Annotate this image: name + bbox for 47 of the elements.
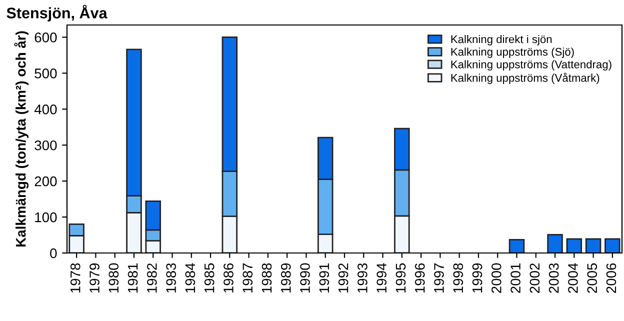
x-tick-label: 1999 — [472, 263, 482, 293]
y-tick-label: 200 — [34, 176, 57, 186]
x-tick-label: 1988 — [262, 263, 272, 293]
x-tick-label: 2001 — [510, 263, 520, 293]
x-tick-label: 2006 — [606, 263, 616, 293]
bar — [604, 238, 620, 253]
x-tick-label: 1994 — [376, 263, 387, 293]
x-tick-label: 1998 — [453, 263, 464, 293]
x-tick-label: 1987 — [242, 263, 253, 293]
x-tick-label: 1991 — [319, 263, 330, 293]
x-tick-label: 2000 — [491, 263, 502, 293]
x-tick-label: 1997 — [434, 263, 444, 293]
x-tick-label: 1986 — [224, 263, 234, 293]
bar — [566, 238, 582, 253]
x-tick-label: 2005 — [587, 263, 598, 293]
x-tick-label: 1996 — [414, 263, 425, 293]
y-tick-label: 0 — [50, 248, 57, 258]
x-tick-label: 1983 — [166, 263, 176, 293]
x-tick-label: 1980 — [108, 263, 119, 293]
x-tick-label: 1993 — [358, 263, 368, 293]
y-tick-label: 500 — [34, 68, 57, 78]
chart-title: Stensjön, Åva — [6, 4, 108, 22]
x-tick-label: 1982 — [147, 263, 157, 293]
x-tick-label: 1992 — [338, 263, 348, 293]
x-tick-label: 1990 — [300, 263, 310, 293]
bar — [585, 238, 602, 253]
y-tick-label: 400 — [34, 104, 57, 114]
x-tick-label: 2004 — [568, 263, 578, 293]
y-tick-label: 600 — [34, 32, 57, 42]
legend-label: Kalkning direkt i sjön — [451, 35, 552, 46]
bar — [508, 239, 525, 253]
x-tick-label: 1985 — [204, 263, 214, 293]
legend-label: Kalkning uppströms (Våtmark) — [451, 72, 600, 84]
bar — [547, 234, 563, 253]
x-tick-label: 1979 — [90, 263, 100, 293]
legend-label: Kalkning uppströms (Sjö) — [451, 48, 574, 58]
y-axis-title: Kalkmängd (ton/yta (km²) och år) — [14, 31, 29, 246]
legend-label: Kalkning uppströms (Vattendrag) — [451, 60, 612, 71]
y-tick-label: 300 — [34, 140, 57, 150]
x-tick-label: 1978 — [70, 263, 80, 293]
x-tick-label: 1989 — [280, 263, 291, 293]
x-tick-label: 1984 — [185, 263, 196, 293]
y-tick-label: 100 — [35, 212, 57, 222]
x-tick-label: 1995 — [396, 263, 406, 293]
x-tick-label: 2003 — [548, 263, 559, 293]
x-tick-label: 1981 — [128, 263, 138, 293]
x-tick-label: 2002 — [530, 263, 540, 293]
